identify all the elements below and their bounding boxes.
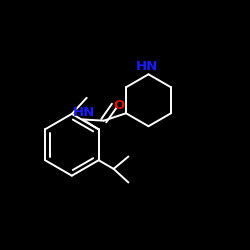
Text: O: O [113,99,124,112]
Text: HN: HN [136,60,158,74]
Text: HN: HN [72,106,94,119]
